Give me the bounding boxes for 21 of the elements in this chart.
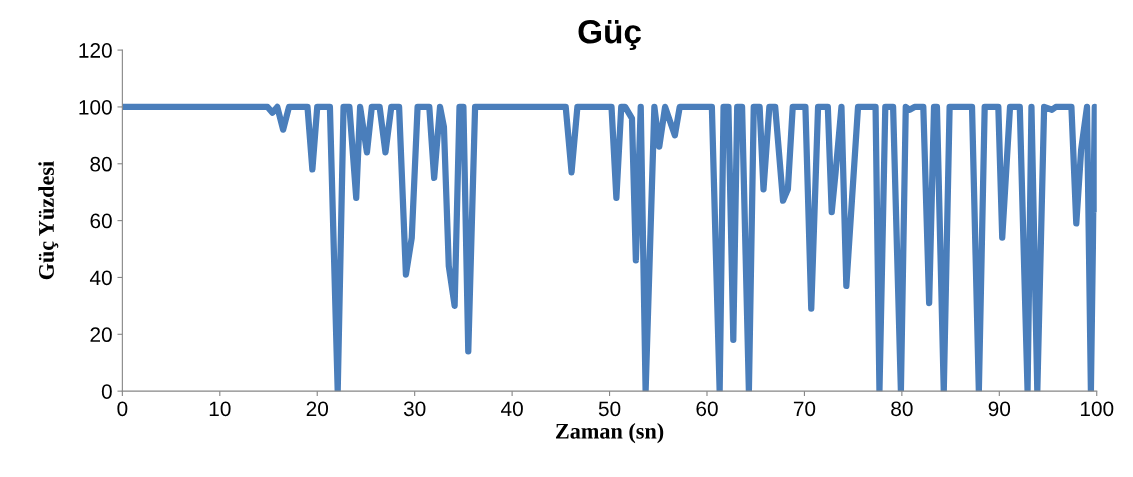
x-tick-label: 30 (403, 401, 426, 417)
y-tick-label: 120 (79, 43, 112, 58)
y-tick-label: 0 (101, 384, 112, 399)
y-tick-label: 40 (89, 270, 112, 286)
x-tick-label: 10 (209, 401, 231, 417)
x-tick-label: 90 (988, 401, 1011, 417)
x-axis-title: Zaman (sn) (555, 423, 664, 444)
x-tick-label: 20 (306, 401, 329, 417)
x-tick-label: 40 (501, 401, 523, 417)
x-tick-label: 50 (598, 401, 621, 417)
x-tick-label: 100 (1080, 401, 1114, 417)
x-tick-label: 80 (891, 401, 913, 417)
chart-title: Güç (578, 19, 641, 51)
y-tick-label: 100 (79, 99, 112, 115)
y-tick-label: 20 (90, 327, 112, 343)
y-tick-label: 80 (90, 156, 112, 172)
y-axis-title: Güç Yüzdesi (38, 161, 59, 280)
x-tick-label: 0 (117, 401, 128, 417)
y-tick-label: 60 (90, 213, 112, 229)
x-tick-label: 70 (793, 401, 816, 417)
x-tick-label: 60 (696, 401, 718, 417)
